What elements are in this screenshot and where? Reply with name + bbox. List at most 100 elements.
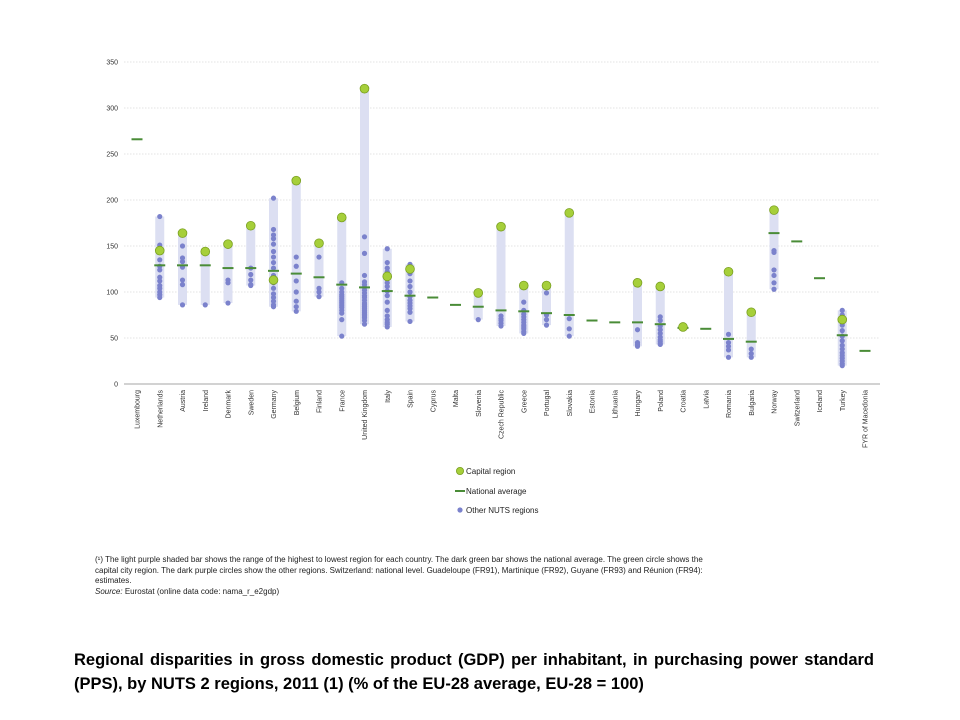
x-tick-label-switzerland: Switzerland (794, 390, 801, 426)
capital-point-finland (314, 238, 324, 249)
legend-national-label: National average (466, 487, 527, 496)
legend-capital-marker (455, 466, 464, 475)
capital-point-poland (655, 281, 666, 292)
x-tick-label-germany: Germany (271, 390, 278, 419)
region-point-austria-4 (179, 277, 186, 283)
region-point-norway-4 (771, 280, 777, 286)
region-point-denmark-2 (225, 300, 231, 306)
region-point-germany-0 (270, 195, 277, 201)
y-tick-label-250: 250 (106, 152, 118, 159)
x-tick-label-belgium: Belgium (294, 390, 301, 415)
region-point-poland-0 (657, 314, 663, 320)
region-point-greece-0 (521, 299, 527, 305)
region-point-germany-16 (270, 304, 277, 310)
range-bar-slovakia (564, 212, 574, 337)
range-bar-romania (724, 271, 733, 358)
y-tick-label-150: 150 (106, 244, 118, 251)
region-point-germany-13 (270, 294, 277, 301)
capital-point-ireland (200, 246, 211, 257)
capital-point-croatia (678, 322, 688, 332)
data-marks (131, 83, 871, 369)
x-tick-label-slovenia: Slovenia (476, 390, 483, 417)
x-tick-label-spain: Spain (408, 390, 415, 408)
range-bar-netherlands (155, 216, 165, 298)
region-point-germany-6 (270, 254, 277, 260)
x-tick-label-finland: Finland (317, 390, 324, 413)
region-point-bulgaria-0 (748, 346, 754, 352)
region-point-bulgaria-1 (748, 351, 754, 357)
region-point-spain-10 (407, 309, 413, 315)
region-point-portugal-0 (543, 290, 550, 296)
x-tick-label-austria: Austria (180, 390, 187, 412)
x-tick-label-france: France (339, 390, 346, 412)
region-point-belgium-2 (293, 278, 299, 284)
region-point-france-12 (339, 310, 345, 316)
region-point-turkey-0 (839, 307, 845, 313)
range-bar-united-kingdom (360, 88, 369, 325)
capital-point-hungary (632, 277, 643, 288)
region-point-italy-12 (384, 313, 390, 319)
region-point-united-kingdom-21 (361, 321, 368, 327)
region-point-turkey-4 (839, 328, 845, 334)
region-point-belgium-6 (293, 308, 299, 314)
region-point-spain-9 (407, 305, 413, 312)
region-point-netherlands-3 (157, 257, 163, 263)
region-point-germany-4 (270, 241, 277, 247)
legend-other-label: Other NUTS regions (466, 506, 538, 515)
footnote: (¹) The light purple shaded bar shows th… (95, 555, 855, 597)
region-point-turkey-8 (839, 346, 845, 352)
x-tick-label-portugal: Portugal (544, 390, 551, 417)
region-point-hungary-3 (634, 343, 641, 349)
x-tick-label-slovakia: Slovakia (567, 390, 574, 417)
region-point-turkey-6 (839, 338, 845, 344)
x-axis-labels: Luxembourg Netherlands Austria Ireland Denma… (135, 390, 870, 448)
region-point-united-kingdom-20 (361, 317, 368, 324)
x-tick-label-hungary: Hungary (635, 390, 642, 417)
region-point-norway-5 (771, 286, 777, 292)
x-tick-label-romania: Romania (726, 390, 733, 418)
capital-point-romania (723, 266, 734, 277)
x-tick-label-greece: Greece (521, 390, 528, 413)
capital-point-united-kingdom (359, 83, 370, 94)
y-tick-label-300: 300 (106, 106, 118, 113)
x-tick-label-ireland: Ireland (203, 390, 210, 412)
region-point-turkey-14 (839, 363, 845, 369)
region-point-austria-0 (179, 243, 186, 249)
range-bar-hungary (633, 282, 642, 347)
footnote-source: Source: Eurostat (online data code: nama… (95, 587, 855, 598)
region-point-germany-7 (270, 259, 277, 266)
x-tick-label-denmark: Denmark (226, 390, 233, 419)
x-tick-label-netherlands: Netherlands (157, 390, 164, 428)
capital-point-czech-republic (496, 221, 506, 232)
x-tick-label-united-kingdom: United Kingdom (362, 390, 369, 440)
region-point-denmark-1 (225, 280, 231, 286)
region-point-austria-1 (179, 255, 186, 261)
region-point-italy-2 (384, 265, 390, 271)
range-bar-france (337, 217, 347, 337)
capital-point-belgium (291, 175, 302, 186)
region-point-italy-11 (384, 307, 390, 313)
x-tick-label-estonia: Estonia (590, 390, 597, 413)
region-point-sweden-4 (248, 282, 254, 289)
region-point-netherlands-6 (157, 274, 163, 280)
region-point-netherlands-9 (157, 285, 163, 291)
x-tick-label-luxembourg: Luxembourg (135, 390, 142, 429)
region-point-finland-1 (316, 285, 322, 291)
region-point-belgium-5 (293, 304, 299, 310)
region-point-italy-7 (384, 283, 390, 290)
region-point-france-13 (339, 317, 345, 323)
region-point-austria-5 (179, 282, 186, 288)
range-bar-czech-republic (496, 226, 506, 327)
region-point-united-kingdom-1 (361, 250, 368, 256)
x-tick-label-fyr-of-macedonia: FYR of Macedonia (863, 390, 870, 448)
region-point-austria-6 (179, 302, 186, 308)
x-tick-label-turkey: Turkey (840, 390, 847, 412)
region-point-romania-0 (725, 331, 732, 337)
capital-point-italy (382, 271, 393, 282)
region-point-belgium-0 (293, 254, 299, 260)
x-tick-label-poland: Poland (658, 390, 665, 412)
figure-caption: Regional disparities in gross domestic p… (74, 651, 874, 693)
region-point-france-14 (339, 333, 345, 339)
region-point-germany-2 (270, 232, 277, 238)
source-text: Eurostat (online data code: nama_r_e2gdp… (124, 586, 280, 596)
